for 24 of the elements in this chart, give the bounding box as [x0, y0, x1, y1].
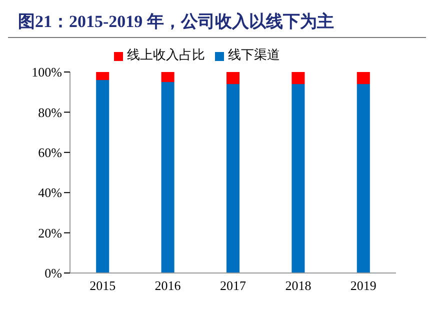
bar	[226, 72, 240, 84]
y-tick-label: 100%	[32, 64, 62, 80]
y-tick-label: 60%	[38, 145, 62, 160]
chart-title: 图21：2015-2019 年，公司收入以线下为主	[8, 8, 426, 38]
bar	[356, 72, 370, 84]
bar	[292, 72, 305, 84]
x-tick-label: 2016	[154, 278, 182, 294]
bar	[96, 72, 110, 80]
x-tick-label: 2018	[285, 278, 312, 294]
y-tick-label: 40%	[38, 185, 62, 200]
bar	[161, 72, 174, 82]
legend-label: 线下渠道	[228, 47, 280, 62]
bar	[96, 80, 110, 273]
x-tick-label: 2015	[90, 278, 116, 294]
y-tick-label: 0%	[44, 266, 62, 281]
bar	[292, 84, 305, 273]
y-tick-label: 80%	[38, 104, 62, 120]
x-tick-label: 2019	[350, 278, 376, 294]
legend-label: 线上收入占比	[127, 47, 205, 62]
x-tick-label: 2017	[220, 278, 246, 294]
y-tick-label: 20%	[38, 225, 62, 240]
bar	[356, 84, 370, 273]
bar	[226, 84, 240, 273]
bar	[161, 82, 174, 273]
